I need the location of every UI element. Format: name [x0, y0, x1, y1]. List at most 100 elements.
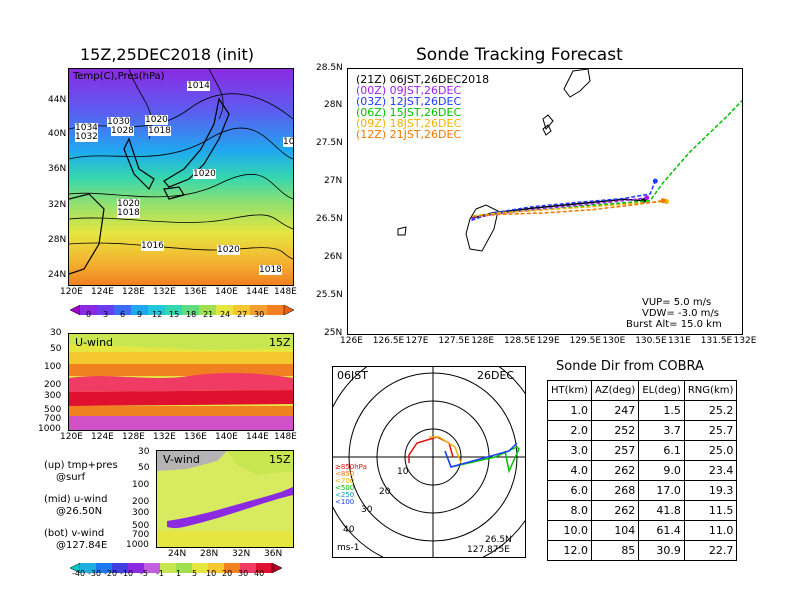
temp-cbar-tick: 30	[254, 310, 265, 319]
wind-cbar-tick: -30	[88, 569, 102, 578]
u-wind-panel: U-wind 15Z	[68, 333, 294, 431]
track-lat-tick: 26N	[324, 252, 343, 262]
track-lon-tick: 128E	[471, 336, 495, 346]
hodo-trace-top	[444, 442, 518, 468]
map-title: 15Z,25DEC2018 (init)	[80, 45, 254, 64]
cobra-row: 12.0 85 30.9 22.7	[547, 540, 738, 561]
track-plot: (21Z) 06JST,26DEC2018 (00Z) 09JST,26DEC (0…	[347, 68, 743, 335]
cobra-cell: 11.0	[683, 520, 738, 541]
track-line	[471, 180, 656, 222]
hodo-trace-sfc	[408, 436, 454, 463]
wind-cbar-tick: 1	[176, 569, 182, 578]
track-lon-tick: 131.5E	[700, 336, 733, 346]
note-line: (bot) v-wind	[44, 528, 105, 539]
cobra-header: RNG(km)	[683, 380, 738, 401]
track-lon-tick: 129E	[536, 336, 560, 346]
isobar-label: 1018	[259, 265, 282, 275]
cobra-cell: 85	[590, 540, 640, 561]
u-p-tick: 500	[44, 405, 62, 415]
cobra-cell: 41.8	[638, 500, 685, 521]
wind-cbar-tick: 30	[238, 569, 249, 578]
hodo-time-left: 06JST	[337, 369, 368, 382]
track-line	[472, 200, 667, 217]
cobra-cell: 6.0	[547, 480, 592, 501]
map-lon-tick: 144E	[246, 287, 269, 297]
u-p-tick: 50	[50, 344, 62, 354]
track-line	[472, 99, 742, 218]
cobra-cell: 11.5	[683, 500, 738, 521]
hodo-legend-entry: <500	[335, 484, 355, 492]
u-p-tick: 1000	[38, 424, 61, 434]
cobra-cell: 25.7	[683, 420, 738, 441]
cobra-cell: 6.1	[638, 440, 685, 461]
surface-map: Temp(C),Pres(hPa) 1014 1030 1020 1034 10…	[68, 68, 294, 286]
hodo-lat: 26.5N	[485, 535, 512, 545]
temp-cbar-tick: 6	[120, 310, 126, 319]
isobar-label: 1018	[117, 208, 140, 218]
temperature-colorbar	[69, 300, 300, 319]
track-lat-tick: 25.5N	[316, 290, 343, 300]
map-lon-tick: 124E	[91, 287, 114, 297]
u-lon-tick: 120E	[60, 432, 83, 442]
map-lon-tick: 128E	[122, 287, 145, 297]
cobra-cell: 25.2	[683, 400, 738, 421]
cobra-row: 10.0 104 61.4 11.0	[547, 520, 738, 541]
wind-cbar-tick: 10	[206, 569, 217, 578]
hodograph	[333, 367, 525, 557]
track-lon-tick: 126.5E	[372, 336, 405, 346]
u-p-tick: 30	[50, 328, 62, 338]
cobra-cell: 247	[590, 400, 640, 421]
wind-cbar-tick: 5	[192, 569, 198, 578]
track-endpoint	[644, 195, 650, 201]
track-svg	[397, 69, 742, 252]
track-legend-entry: (21Z) 06JST,26DEC2018	[356, 73, 490, 86]
map-lat-tick: 36N	[48, 164, 67, 174]
cobra-cell: 1.5	[638, 400, 685, 421]
cobra-cell: 268	[590, 480, 640, 501]
cobra-cell: 1.0	[547, 400, 592, 421]
track-lat-tick: 28N	[324, 100, 343, 110]
wind-cbar-tick: -20	[104, 569, 118, 578]
v-p-tick: 200	[132, 497, 150, 507]
track-param: Burst Alt= 15.0 km	[626, 319, 722, 330]
track-legend-entry: (03Z) 12JST,26DEC	[356, 95, 462, 108]
track-param: VUP= 5.0 m/s	[642, 297, 712, 308]
u-p-tick: 300	[44, 391, 62, 401]
u-lon-tick: 144E	[246, 432, 269, 442]
cobra-row: 1.0 247 1.5 25.2	[547, 400, 738, 421]
track-param: VDW= -3.0 m/s	[642, 308, 719, 319]
cobra-cell: 262	[590, 500, 640, 521]
v-p-tick: 30	[138, 447, 150, 457]
track-lon-tick: 127.5E	[438, 336, 470, 346]
cobra-cell: 22.7	[683, 540, 738, 561]
u-wind-time: 15Z	[269, 336, 291, 349]
isobar-label: 1020	[193, 169, 216, 179]
hodo-trace-mid	[429, 436, 462, 464]
map-lon-tick: 120E	[60, 287, 83, 297]
cobra-row: 6.0 268 17.0 19.3	[547, 480, 738, 501]
track-lat-tick: 25N	[324, 328, 343, 338]
u-p-tick: 200	[44, 380, 62, 390]
temperature-field	[69, 69, 293, 285]
track-lat-tick: 26.5N	[316, 214, 343, 224]
v-p-tick: 50	[138, 463, 150, 473]
track-title: Sonde Tracking Forecast	[416, 45, 623, 65]
cobra-row: 2.0 252 3.7 25.7	[547, 420, 738, 441]
temp-cbar-tick: 12	[152, 310, 163, 319]
hodo-lon: 127.875E	[467, 545, 510, 555]
cobra-cell: 30.9	[638, 540, 685, 561]
track-lon-tick: 131E	[668, 336, 691, 346]
wind-cbar-tick: -5	[140, 569, 148, 578]
track-lon-tick: 130.5E	[635, 336, 667, 346]
cobra-cell: 23.4	[683, 460, 738, 481]
cobra-cell: 19.3	[683, 480, 738, 501]
cobra-cell: 4.0	[547, 460, 592, 481]
cobra-header-row: HT(km) AZ(deg) EL(deg) RNG(km)	[547, 380, 738, 401]
hodo-unit: ms-1	[337, 543, 360, 553]
map-lon-tick: 132E	[153, 287, 176, 297]
cobra-cell: 12.0	[547, 540, 592, 561]
v-p-tick: 100	[132, 480, 150, 490]
track-lon-tick: 132E	[733, 336, 757, 346]
hodo-legend-entry: ≥850hPa	[335, 463, 367, 471]
cobra-header: EL(deg)	[638, 380, 685, 401]
